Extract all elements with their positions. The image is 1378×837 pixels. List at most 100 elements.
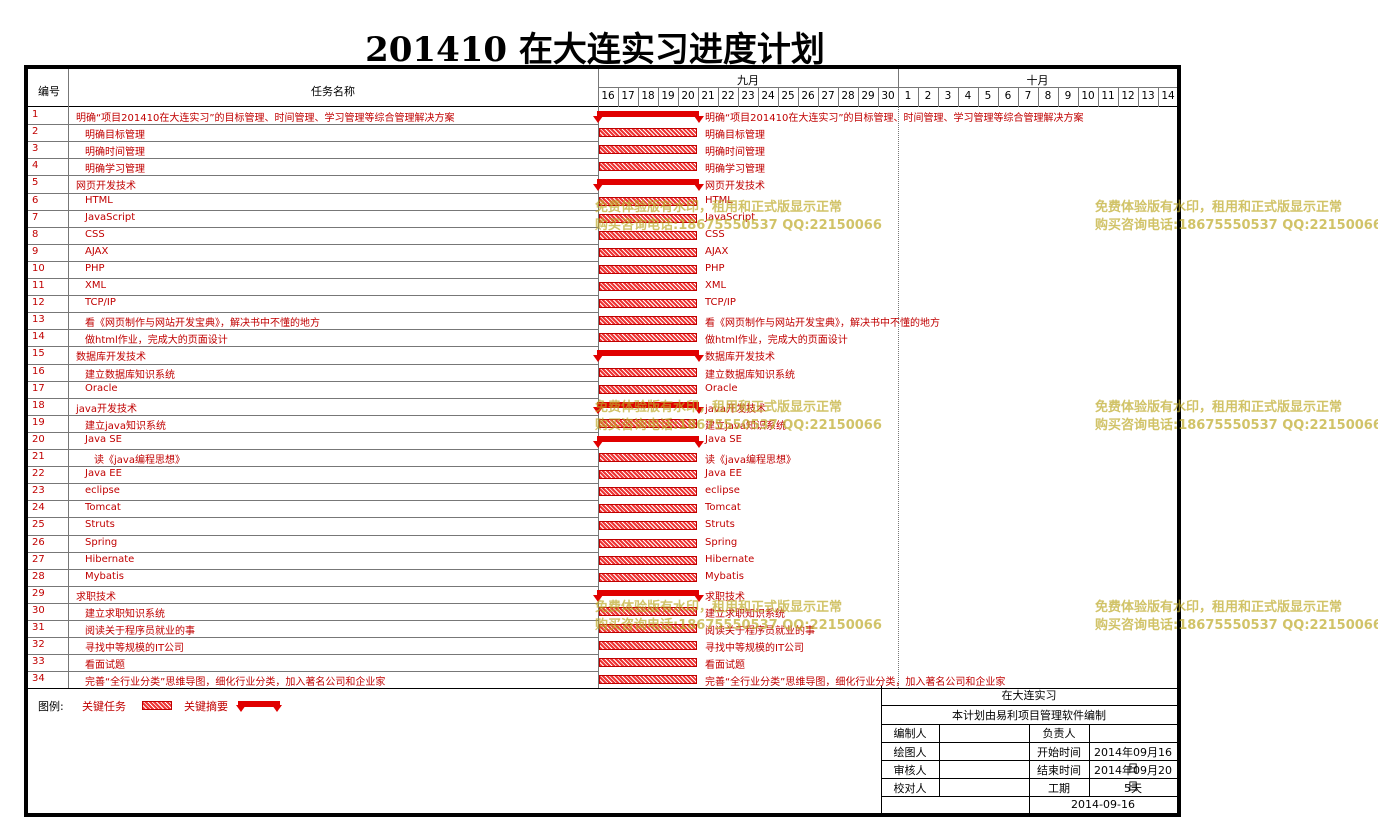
- info-end-value: 2014年09月20日: [1094, 764, 1172, 793]
- task-name: Struts: [85, 519, 115, 531]
- task-id: 29: [32, 587, 45, 599]
- summary-bar-body: [597, 179, 699, 186]
- task-id: 27: [32, 553, 45, 565]
- day-label: 21: [701, 90, 715, 102]
- task-bar: [599, 418, 697, 428]
- task-name: Mybatis: [85, 570, 124, 582]
- day-label: 19: [661, 90, 675, 102]
- task-name: 数据库开发技术: [76, 352, 146, 364]
- task-bar: [599, 333, 697, 343]
- day-label: 12: [1121, 90, 1135, 102]
- task-name: AJAX: [85, 245, 109, 257]
- task-id: 17: [32, 382, 45, 394]
- row-line: [28, 671, 598, 672]
- info-note: 本计划由易利项目管理软件编制: [952, 709, 1106, 722]
- day-col-line: [898, 87, 899, 107]
- task-name: Tomcat: [85, 502, 121, 514]
- task-bar-label: 明确时间管理: [705, 147, 765, 159]
- task-bar-label: Mybatis: [705, 570, 744, 582]
- task-id: 1: [32, 109, 39, 120]
- task-bar: [599, 247, 697, 257]
- task-bar: [599, 453, 697, 462]
- task-id: 28: [32, 570, 45, 582]
- info-row-line: [881, 705, 1177, 706]
- day-col-line: [958, 87, 959, 107]
- task-id: 22: [32, 468, 45, 480]
- header-divider: [28, 106, 1177, 107]
- day-col-line: [1018, 87, 1019, 107]
- day-label: 6: [1004, 90, 1012, 102]
- task-bar-label: 明确“项目201410在大连实习”的目标管理、时间管理、学习管理等综合管理解决方…: [705, 113, 1084, 124]
- task-name: 做html作业，完成大的页面设计: [85, 335, 228, 347]
- task-name: 明确学习管理: [85, 164, 145, 176]
- task-name: PHP: [85, 262, 105, 274]
- page-title: 201410 在大连实习进度计划: [365, 30, 825, 70]
- row-line: [28, 227, 598, 228]
- row-line: [28, 432, 598, 433]
- task-bar: [599, 504, 697, 514]
- summary-bar-end: [694, 594, 704, 602]
- task-name: 寻找中等规模的IT公司: [85, 643, 185, 655]
- task-id: 24: [32, 502, 45, 514]
- day-col-line: [718, 87, 719, 107]
- watermark-4: 免费体验版有水印，租用和正式版显示正常 购买咨询电话:18675550537 QQ…: [1095, 400, 1378, 433]
- task-bar: [599, 572, 697, 582]
- task-bar-label: 阅读关于程序员就业的事: [705, 626, 815, 637]
- row-line: [28, 449, 598, 450]
- row-line: [28, 210, 598, 211]
- task-id: 7: [32, 211, 39, 223]
- info-end-label: 结束时间: [1037, 764, 1081, 777]
- info-start-value: 2014年09月16日: [1094, 746, 1172, 775]
- day-label: 29: [861, 90, 875, 102]
- task-id: 14: [32, 331, 45, 343]
- task-name: java开发技术: [76, 403, 137, 415]
- task-bar: [599, 299, 697, 309]
- task-id: 2: [32, 126, 39, 138]
- legend-label: 图例:: [38, 700, 64, 713]
- day-col-line: [858, 87, 859, 107]
- task-bar-label: 看《网页制作与网站开发宝典》，解决书中不懂的地方: [705, 318, 940, 330]
- summary-bar-body: [597, 111, 699, 117]
- day-col-line: [998, 87, 999, 107]
- task-name: 明确目标管理: [85, 130, 145, 142]
- day-col-line: [618, 87, 619, 107]
- day-col-line: [698, 87, 699, 107]
- summary-bar-start: [593, 594, 603, 602]
- day-col-line: [778, 87, 779, 107]
- task-bar: [599, 641, 697, 651]
- row-line: [28, 483, 598, 484]
- task-bar: [599, 521, 697, 531]
- info-col-line: [1089, 724, 1090, 796]
- row-line: [28, 603, 598, 604]
- day-col-line: [1058, 87, 1059, 107]
- task-bar-label: XML: [705, 280, 727, 291]
- row-line: [28, 381, 598, 382]
- day-label: 9: [1064, 90, 1072, 102]
- row-line: [28, 637, 598, 638]
- summary-bar-start: [593, 184, 603, 192]
- row-line: [28, 329, 598, 330]
- task-id: 8: [32, 228, 39, 240]
- row-line: [28, 586, 598, 587]
- row-line: [28, 500, 598, 501]
- task-bar-label: TCP/IP: [705, 297, 736, 309]
- row-line: [28, 312, 598, 313]
- day-label: 17: [621, 90, 635, 102]
- summary-bar-end: [694, 440, 704, 448]
- row-line: [28, 346, 598, 347]
- info-checker-label: 校对人: [893, 782, 927, 795]
- task-bar: [599, 230, 697, 240]
- task-bar-label: 建立数据库知识系统: [705, 369, 795, 381]
- row-line: [28, 158, 598, 159]
- day-label: 8: [1044, 90, 1052, 102]
- day-col-line: [1038, 87, 1039, 107]
- info-col-line: [1029, 724, 1030, 814]
- task-bar-label: Hibernate: [705, 553, 755, 565]
- id-col-line: [68, 69, 69, 689]
- day-col-line: [1118, 87, 1119, 107]
- day-label: 5: [984, 90, 992, 102]
- task-bar: [599, 316, 697, 326]
- month-october: 十月: [1026, 74, 1049, 87]
- day-label: 3: [944, 90, 952, 102]
- task-bar: [599, 264, 697, 274]
